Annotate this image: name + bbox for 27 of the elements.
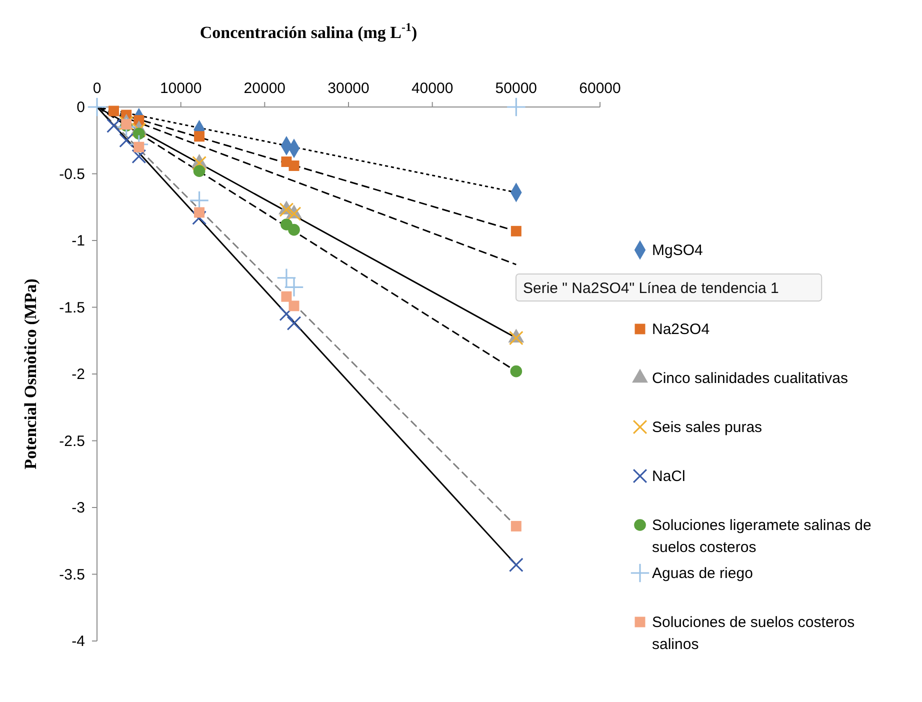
y-tick-label: -2: [72, 366, 85, 383]
y-tick-label: 0: [76, 99, 85, 116]
legend-label: Soluciones ligeramete salinas de suelos costeros: [652, 517, 872, 556]
chart-title: Concentración salina (mg L$^{-1}$): [200, 20, 418, 42]
legend-label: Cinco salinidades cualitativas: [652, 370, 848, 387]
legend-label: NaCl: [652, 468, 686, 485]
y-tick-label: -3: [72, 500, 85, 516]
legend-label: MgSO4: [652, 242, 703, 259]
x-tick-label: 0: [92, 80, 102, 97]
y-tick-label: -1.5: [59, 299, 85, 316]
legend-label: Seis sales puras: [652, 419, 762, 436]
x-tick-label: 40000: [411, 80, 454, 97]
y-tick-label: -0.5: [59, 166, 85, 183]
annotation: Serie " Na2SO4" Línea de tendencia 1: [523, 280, 779, 297]
y-tick-label: -2.5: [59, 432, 85, 450]
y-axis-title: Potencial Osmòtico (MPa): [21, 278, 40, 470]
legend-label: Aguas de riego: [652, 565, 753, 582]
y-tick-label: -3.5: [59, 566, 85, 584]
legend-label: Soluciones de suelos costeros salinos: [652, 614, 855, 653]
legend-label: Na2SO4: [652, 321, 710, 338]
x-tick-label: 30000: [328, 80, 370, 97]
x-tick-label: 60000: [579, 80, 621, 97]
x-tick-label: 10000: [160, 80, 202, 97]
y-tick-label: -1: [72, 232, 85, 250]
y-tick-label: -4: [72, 633, 85, 650]
x-tick-label: 50000: [495, 80, 538, 97]
x-tick-label: 20000: [244, 80, 286, 97]
